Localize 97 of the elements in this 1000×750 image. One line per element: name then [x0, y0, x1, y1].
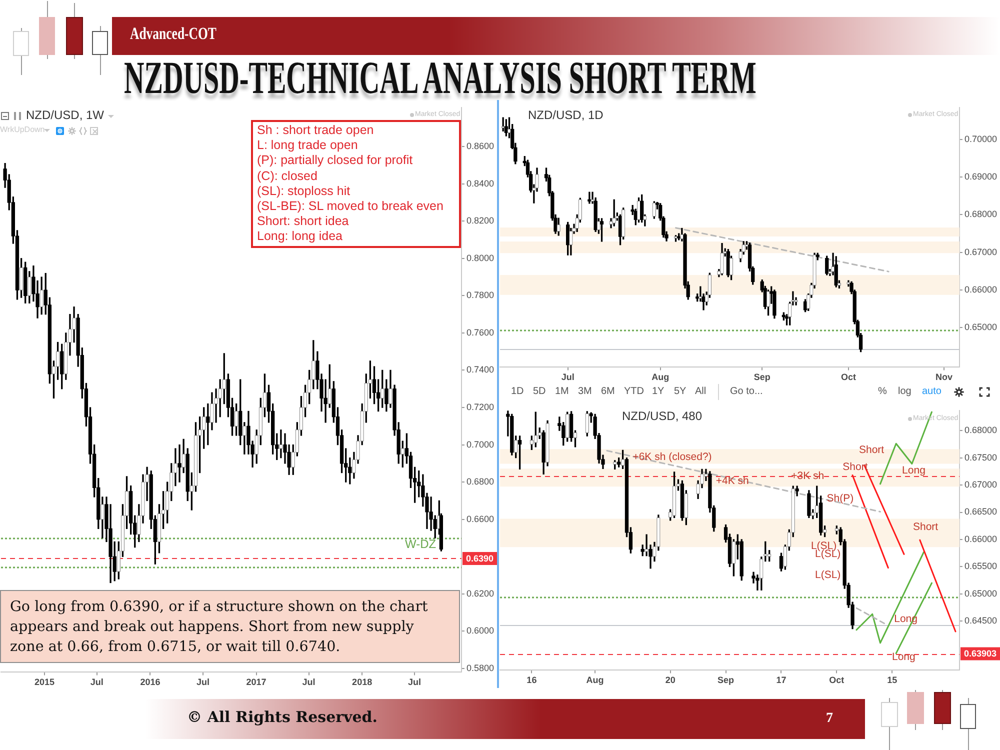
text: 6M: [601, 386, 615, 398]
chart-subtitle: Advanced-COT: [130, 24, 216, 44]
annotation: (SL-BE): SL moved to break even: [257, 199, 444, 214]
y-tick-label: 0.68000: [964, 209, 998, 220]
annotation: (P): partially closed for profit: [257, 153, 414, 169]
x-tick-label: Aug: [652, 372, 670, 382]
text: 5Y: [674, 386, 686, 398]
x-tick-label: Jul: [302, 677, 316, 688]
annotation: Sh : short trade open: [257, 123, 375, 138]
annotation: Short: short idea: [257, 214, 350, 230]
annotation: Go long from 0.6390, or if a structure shown on the chart appears and break out happens. Short from new supply zone at 0.66, from 0.6715, or wait till 0.6740.: [10, 598, 429, 657]
text: 1Y: [652, 386, 664, 398]
x-tick-label: Jul: [408, 677, 422, 688]
candlestick: [644, 534, 648, 556]
x-tick-label: Nov: [936, 372, 953, 382]
text: %: [878, 386, 887, 398]
annotation: Long: [902, 464, 926, 477]
text: 1D: [511, 386, 524, 398]
annotation: L(SL): [815, 569, 841, 582]
y-tick-label: 0.67000: [964, 246, 998, 257]
annotation: +6K sh (closed?): [632, 451, 712, 464]
candlestick: [672, 472, 676, 518]
x-tick-label: 2015: [34, 677, 54, 688]
y-tick-label: 0.67000: [964, 480, 998, 490]
annotation: Long: long idea: [257, 229, 344, 245]
annotation: Short: [913, 521, 938, 534]
y-tick-label: 0.6800: [466, 476, 494, 487]
chart-title: NZD/USD, 480: [622, 409, 702, 424]
candlestick: [674, 235, 678, 242]
candlestick: [766, 290, 770, 316]
y-tick-label: 0.7200: [466, 402, 494, 412]
x-tick-label: Sep: [754, 372, 771, 382]
annotation: Short: [859, 444, 884, 456]
annotation: (C): closed: [257, 168, 318, 184]
candlestick: [636, 197, 641, 223]
annotation: L: long trade open: [257, 138, 359, 154]
y-tick-label: 0.7800: [466, 290, 494, 300]
x-tick-label: Jul: [90, 677, 104, 688]
chart-title: NZD/USD, 1D: [528, 108, 604, 123]
text: auto: [922, 386, 942, 398]
chart-title: NZDUSD-TECHNICAL ANALYSIS SHORT TERM: [124, 52, 756, 105]
x-tick-label: 2016: [140, 677, 160, 688]
annotation: NZD/USD, 1W: [26, 108, 104, 123]
text: 3M: [578, 386, 592, 398]
annotation: Long: [892, 651, 916, 664]
y-tick-label: 0.65000: [964, 322, 998, 332]
y-tick-label: 0.65500: [964, 561, 998, 572]
ref-line-label: 0.6390: [466, 553, 494, 564]
text: 1M: [555, 386, 569, 398]
ref-line-label: 0.63903: [964, 648, 997, 659]
y-tick-label: 0.65000: [964, 588, 998, 598]
y-tick-label: 0.7600: [466, 327, 494, 338]
x-tick-label: 16: [526, 675, 537, 686]
y-tick-label: 0.70000: [964, 134, 998, 144]
y-tick-label: 0.8600: [466, 141, 494, 152]
y-tick-label: 0.8000: [466, 252, 494, 263]
x-tick-label: Aug: [586, 675, 604, 686]
x-tick-label: Oct: [840, 372, 856, 382]
x-tick-label: 20: [665, 675, 676, 686]
y-tick-label: 0.66500: [964, 506, 998, 517]
y-tick-label: 0.6600: [466, 514, 494, 524]
y-tick-label: 0.64500: [964, 616, 998, 626]
x-tick-label: 2018: [352, 677, 372, 688]
y-tick-label: 0.68000: [964, 425, 998, 436]
x-tick-label: 15: [887, 675, 898, 686]
y-tick-label: 0.66000: [964, 534, 998, 544]
annotation: Sh(P): [826, 492, 854, 505]
text: YTD: [624, 386, 644, 398]
y-tick-label: 0.6000: [466, 626, 494, 636]
x-tick-label: Jul: [196, 677, 210, 688]
y-tick-label: 0.7000: [466, 439, 494, 450]
note-box: Go long from 0.6390, or if a structure shown on the chart appears and break out happens. Short from new supply zone at 0.66, from 0.6715, or wait till 0.6740.: [0, 590, 460, 663]
y-tick-label: 0.5800: [466, 662, 494, 673]
text: 5D: [533, 386, 546, 398]
y-tick-label: 0.7400: [466, 364, 494, 375]
annotation: +4K sh: [716, 475, 750, 488]
text: © All Rights Reserved.: [187, 708, 378, 726]
x-tick-label: Oct: [829, 675, 844, 686]
candlestick: [178, 444, 182, 482]
x-tick-label: 2017: [246, 677, 266, 688]
text: All: [695, 386, 706, 398]
y-tick-label: 0.6200: [466, 588, 494, 598]
x-tick-label: Sep: [718, 675, 735, 686]
annotation: W-DZ: [405, 537, 436, 552]
text: Go to...: [730, 386, 763, 398]
candlestick: [279, 430, 283, 458]
y-tick-label: 0.66000: [964, 284, 998, 294]
y-tick-label: 0.8200: [466, 216, 494, 226]
y-tick-label: 0.67500: [964, 452, 998, 462]
annotation: (SL): stoploss hit: [257, 184, 352, 200]
y-tick-label: 0.8400: [466, 178, 494, 188]
x-tick-label: 17: [776, 675, 786, 686]
y-tick-label: 0.69000: [964, 172, 998, 182]
annotation: +3K sh: [791, 470, 824, 482]
text: log: [898, 386, 912, 398]
x-tick-label: Jul: [561, 372, 574, 382]
text: 7: [826, 711, 833, 728]
